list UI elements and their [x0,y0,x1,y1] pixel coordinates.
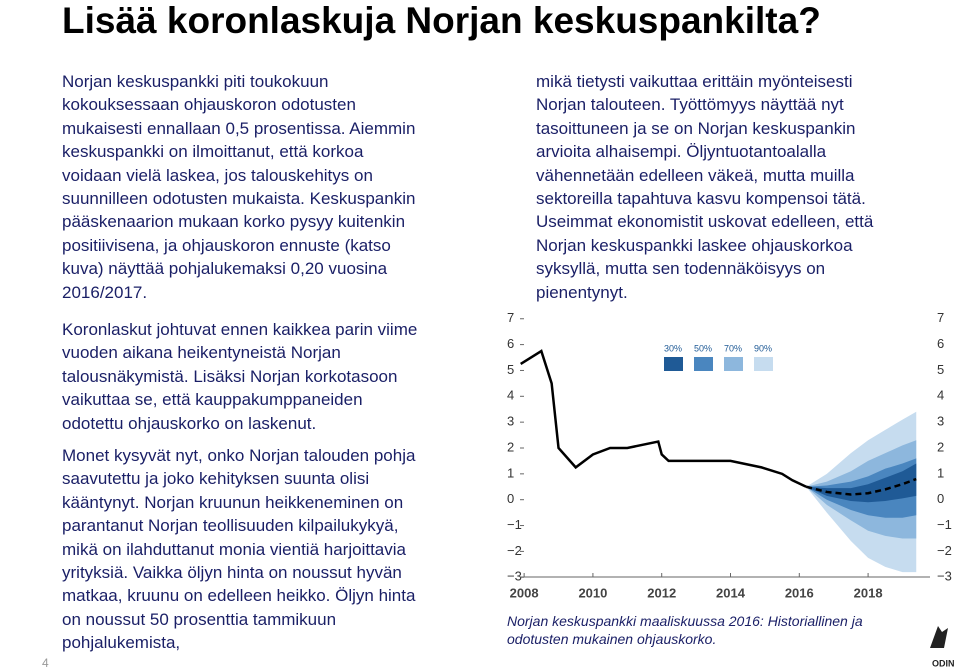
text-line: on noussut 50 prosenttia tammikuun [62,609,337,629]
text-line: keskuspankki on ilmoittanut, että korkoa [62,142,364,162]
y-tick-label: −2 [937,543,952,558]
text-line: Norjan keskuspankki maaliskuussa 2016: H… [507,613,863,629]
legend-label: 30% [664,343,682,353]
x-tick-label: 2014 [716,585,746,600]
x-tick-label: 2012 [647,585,676,600]
y-tick-label: −3 [507,569,522,584]
text-line: mukaisesti ennallaan 0,5 prosentissa. Ai… [62,118,416,138]
text-line: mikä on ilahduttanut monia vientiä harjo… [62,539,406,559]
fan-band [806,463,917,503]
text-line: parantanut Norjan teollisuuden kilpailuk… [62,516,399,536]
paragraph: Monet kysyvät nyt, onko Norjan talouden … [62,444,415,655]
y-tick-label: −2 [507,543,522,558]
text-line: odotettu ohjauskorko on laskenut. [62,413,317,433]
y-tick-label: 5 [937,362,944,377]
text-line: vaikuttaa se, että kauppakumppaneiden [62,390,363,410]
text-line: Useimmat ekonomistit uskovat edelleen, e… [536,212,874,232]
text-line: Koronlaskut johtuvat ennen kaikkea parin… [62,320,418,339]
y-tick-label: −1 [937,517,952,532]
text-line: pääskenaarion mukaan korko pysyy kuitenk… [62,212,406,232]
text-line: kuva) näyttää pohjalukemaksi 0,20 vuosin… [62,259,388,279]
y-tick-label: 6 [937,336,944,351]
x-tick-label: 2008 [510,585,539,600]
y-tick-label: 0 [507,491,514,506]
y-tick-label: 4 [507,388,514,403]
legend-swatch [754,357,773,371]
text-line: yrityksiä. Vaikka öljyn hinta on noussut… [62,563,402,583]
text-line: matkaa, kruunu on edelleen heikko. Öljyn… [62,586,416,606]
y-tick-label: 0 [937,491,944,506]
legend-label: 50% [694,343,712,353]
text-line: mikä tietysti vaikuttaa erittäin myöntei… [536,72,853,91]
title: Lisää koronlaskuja Norjan keskuspankilta… [62,0,821,41]
x-tick-label: 2010 [578,585,607,600]
text-line: vuoden aikana heikentyneistä Norjan [62,343,341,363]
legend-swatch [664,357,683,371]
legend-label: 70% [724,343,742,353]
paragraph: Norjan keskuspankki piti toukokuun kokouk… [62,70,415,304]
y-tick-label: −1 [507,517,522,532]
y-tick-label: 2 [937,439,944,454]
forecast-line [805,477,917,496]
text-line: vähennetään edelleen väkeä, mutta muilla [536,165,855,185]
text-line: sektoreilla tapahtuva kasvu kompensoi tä… [536,189,866,209]
y-tick-label: 2 [507,439,514,454]
page-number: 4 [42,656,49,670]
legend-label: 90% [754,343,772,353]
paragraph: Koronlaskut johtuvat ennen kaikkea parin… [62,318,417,435]
y-tick-label: 1 [507,465,514,480]
x-tick-label: 2018 [854,585,883,600]
text-line: Norjan keskuspankki piti toukokuun [62,72,329,91]
text-line: talousnäkymistä. Lisäksi Norjan korkotas… [62,366,398,386]
legend-swatch [694,357,713,371]
history-line [520,349,807,488]
y-tick-label: −3 [937,569,952,584]
text-line: positiivisena, ja ohjauskoron ennuste (k… [62,235,391,255]
text-line: Norjan talouteen. Työttömyys näyttää nyt [536,95,844,115]
text-line: tasoittuneen ja se on Norjan keskuspanki… [536,118,856,138]
text-line: Monet kysyvät nyt, onko Norjan talouden … [62,446,416,465]
text-line: suunnilleen odotusten mukaista. Keskuspa… [62,189,416,209]
y-tick-label: 4 [937,388,944,403]
y-tick-label: 6 [507,336,514,351]
text-line: pienentynyt. [536,282,628,302]
text-line: kokouksessaan ohjauskoron odotusten [62,95,356,115]
text-line: kääntynyt. Norjan kruunun heikkeneminen … [62,492,404,512]
legend-swatch [724,357,743,371]
y-tick-label: 3 [507,414,514,429]
text-line: 2016/2017. [62,282,148,302]
text-line: pohjalukemista, [62,633,181,653]
text-line: arvioita alhaisempi. Öljyntuotantoalalla [536,142,827,162]
text-line: Norjan keskuspankki laskee ohjauskorkoa [536,235,853,255]
y-tick-label: 3 [937,414,944,429]
x-tick-label: 2016 [785,585,814,600]
text-line: voidaan vielä laskea, jos talouskehitys … [62,165,373,185]
text-line: saavutettu ja joko kehityksen suunta oli… [62,469,370,489]
y-tick-label: 1 [937,465,944,480]
paragraph: mikä tietysti vaikuttaa erittäin myöntei… [536,70,873,304]
y-tick-label: 7 [507,310,514,325]
caption: Norjan keskuspankki maaliskuussa 2016: H… [507,612,863,648]
text-line: odotusten mukainen ohjauskorko. [507,631,717,647]
text-line: syksyllä, mutta sen todennäköisyys on [536,259,826,279]
y-tick-label: 7 [937,310,944,325]
plot [520,349,917,573]
y-tick-label: 5 [507,362,514,377]
